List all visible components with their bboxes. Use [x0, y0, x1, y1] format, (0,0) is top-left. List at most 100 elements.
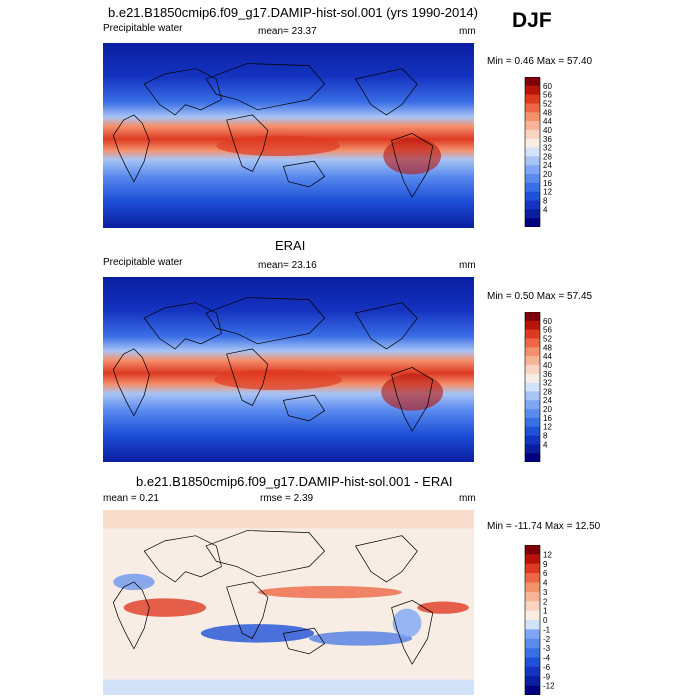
- colorbar-tick-label: -12: [543, 682, 555, 691]
- panel-1-amazon-max: [383, 137, 442, 175]
- colorbar-box: [525, 129, 540, 140]
- colorbar-frame: [524, 312, 541, 462]
- colorbar-tick-label: 44: [543, 352, 552, 361]
- panel-1-coastlines: [112, 63, 434, 198]
- colorbar-box: [525, 138, 540, 148]
- colorbar-box: [525, 182, 540, 192]
- panel-2-mean: mean= 23.16: [258, 260, 317, 271]
- colorbar-tick-label: 16: [543, 179, 552, 188]
- colorbar-box: [525, 77, 540, 87]
- colorbar-box: [525, 685, 540, 695]
- colorbar-tick-label: 32: [543, 379, 552, 388]
- colorbar-tick-label: 44: [543, 117, 552, 126]
- colorbar-box: [525, 400, 540, 410]
- panel-2-variable: Precipitable water: [103, 257, 183, 268]
- colorbar-tick-label: 2: [543, 597, 548, 606]
- colorbar-box: [525, 121, 540, 131]
- colorbar-tick-label: -1: [543, 625, 551, 634]
- panel-3-units: mm: [459, 493, 476, 504]
- colorbar-box: [525, 444, 540, 454]
- colorbar-tick-label: -4: [543, 654, 551, 663]
- colorbar-tick-label: -3: [543, 644, 551, 653]
- colorbar-tick-label: 0: [543, 616, 548, 625]
- colorbar-box: [525, 364, 540, 375]
- colorbar-tick-label: 20: [543, 405, 552, 414]
- panel-3-coastlines: [112, 530, 434, 665]
- panel-1-title: b.e21.B1850cmip6.f09_g17.DAMIP-hist-sol.…: [108, 5, 478, 20]
- colorbar-box: [525, 610, 540, 621]
- colorbar-box: [525, 545, 540, 555]
- colorbar-box: [525, 347, 540, 357]
- colorbar-box: [525, 638, 540, 649]
- colorbar-tick-label: 40: [543, 126, 552, 135]
- colorbar-box: [525, 453, 540, 462]
- colorbar-box: [525, 191, 540, 201]
- panel-2-units: mm: [459, 260, 476, 271]
- colorbar-box: [525, 338, 540, 348]
- colorbar-tick-label: 60: [543, 317, 552, 326]
- panel-3-rmse: rmse = 2.39: [260, 493, 314, 504]
- colorbar-tick-label: 28: [543, 387, 552, 396]
- colorbar-box: [525, 435, 540, 445]
- panel-2-title: ERAI: [275, 238, 306, 253]
- colorbar-tick-label: -2: [543, 635, 551, 644]
- colorbar-box: [525, 112, 540, 122]
- colorbar-frame: [524, 77, 541, 227]
- colorbar-box: [525, 426, 540, 436]
- colorbar-tick-label: 52: [543, 334, 552, 343]
- colorbar-box: [525, 156, 540, 166]
- colorbar-box: [525, 601, 540, 611]
- colorbar-tick-label: 52: [543, 99, 552, 108]
- colorbar-box: [525, 312, 540, 322]
- colorbar-box: [525, 147, 540, 157]
- colorbar-box: [525, 218, 540, 227]
- colorbar-tick-label: 32: [543, 144, 552, 153]
- colorbar-tick-label: 4: [543, 579, 548, 588]
- colorbar-tick-label: 12: [543, 550, 552, 559]
- colorbar-tick-label: 4: [543, 440, 548, 449]
- colorbar-box: [525, 591, 540, 602]
- colorbar-box: [525, 356, 540, 366]
- colorbar-box: [525, 391, 540, 401]
- panel-3-positive-anomaly: [123, 598, 207, 617]
- colorbar-box: [525, 657, 540, 668]
- colorbar-tick-label: 8: [543, 432, 548, 441]
- colorbar-tick-label: -9: [543, 672, 551, 681]
- colorbar-box: [525, 85, 540, 95]
- panel-1-variable: Precipitable water: [103, 23, 183, 34]
- colorbar-box: [525, 620, 540, 630]
- colorbar-tick-label: -6: [543, 663, 551, 672]
- colorbar-box: [525, 320, 540, 330]
- colorbar-tick-label: 8: [543, 197, 548, 206]
- panel-3-mean: mean = 0.21: [103, 493, 159, 504]
- colorbar-box: [525, 382, 540, 392]
- colorbar-box: [525, 103, 540, 113]
- colorbar-box: [525, 582, 540, 593]
- colorbar-tick-label: 24: [543, 396, 552, 405]
- colorbar-tick-label: 60: [543, 82, 552, 91]
- panel-2-field: [103, 277, 474, 462]
- colorbar-box: [525, 174, 540, 184]
- panel-1-mean: mean= 23.37: [258, 26, 317, 37]
- colorbar-tick-label: 40: [543, 361, 552, 370]
- colorbar-tick-label: 12: [543, 423, 552, 432]
- colorbar-box: [525, 200, 540, 210]
- panel-1-minmax: Min = 0.46 Max = 57.40: [487, 56, 593, 67]
- season-label: DJF: [512, 9, 552, 32]
- panel-2-map: [103, 277, 474, 462]
- panel-3-negative-anomaly: [200, 624, 315, 643]
- colorbar-tick-label: 36: [543, 135, 552, 144]
- colorbar-box: [525, 409, 540, 419]
- colorbar-tick-label: 6: [543, 569, 548, 578]
- panel-2-tropical-band: [214, 369, 343, 391]
- colorbar-tick-label: 4: [543, 205, 548, 214]
- colorbar-box: [525, 165, 540, 175]
- colorbar-frame: [524, 545, 541, 695]
- colorbar-box: [525, 563, 540, 574]
- panel-1-tropical-band: [216, 135, 341, 157]
- panel-1-map: [103, 43, 474, 228]
- colorbar-tick-label: 36: [543, 370, 552, 379]
- colorbar-box: [525, 417, 540, 427]
